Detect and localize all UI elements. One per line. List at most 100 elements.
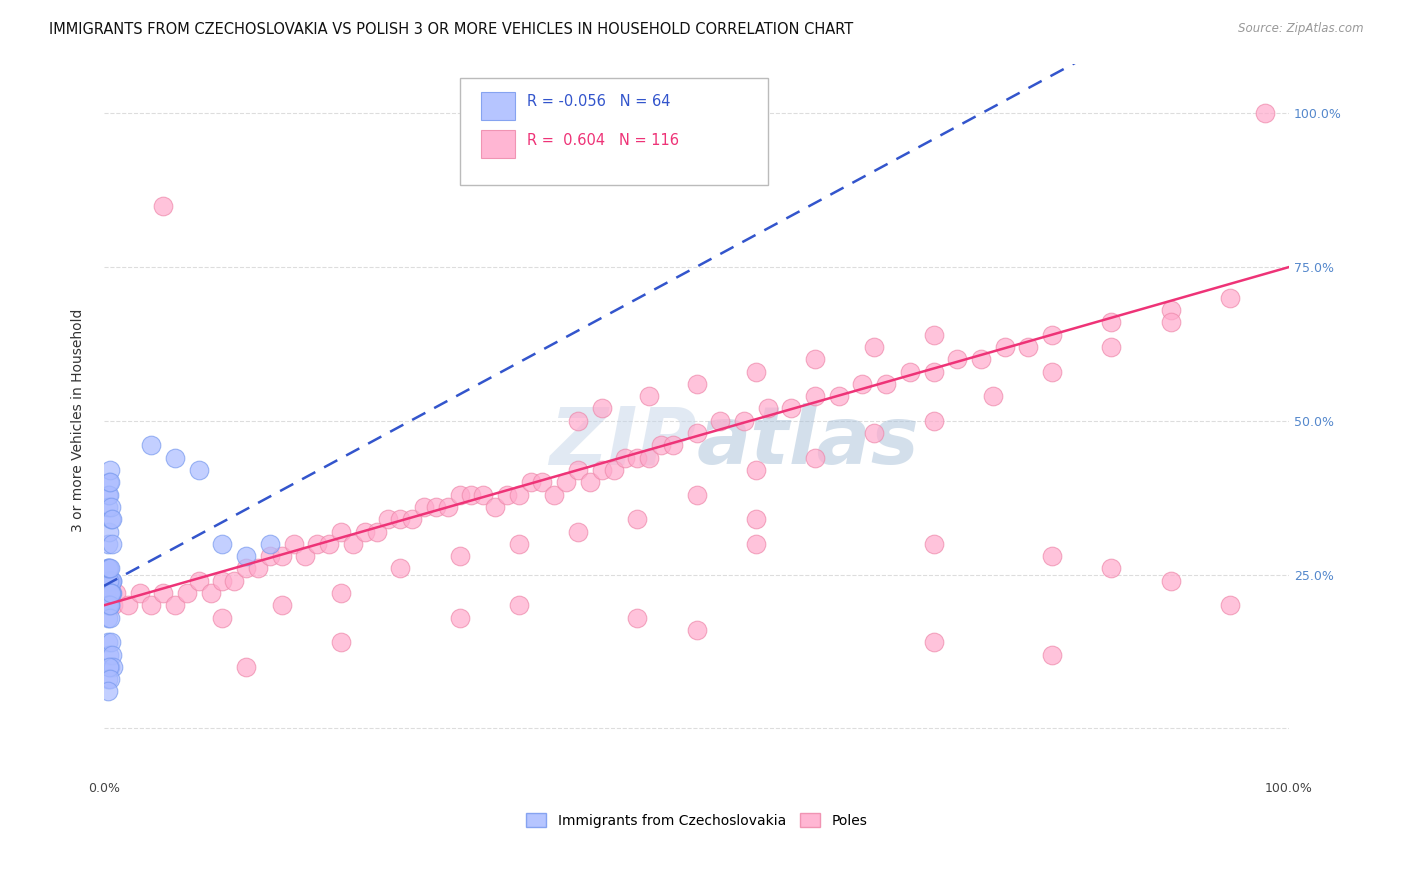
Point [307, 537, 329, 551]
Point [96, 586, 118, 600]
Point [97, 574, 120, 588]
Point [97, 561, 120, 575]
Point [330, 635, 353, 649]
Point [449, 610, 471, 624]
Point [401, 512, 423, 526]
Point [1040, 327, 1063, 342]
Point [103, 599, 125, 613]
Point [104, 586, 127, 600]
Point [96, 574, 118, 588]
Point [922, 635, 945, 649]
Point [96, 684, 118, 698]
Point [165, 599, 187, 613]
Point [922, 327, 945, 342]
FancyBboxPatch shape [481, 129, 515, 158]
Point [98, 586, 121, 600]
Point [638, 450, 661, 465]
Point [318, 537, 340, 551]
Point [449, 549, 471, 563]
Text: R =  0.604   N = 116: R = 0.604 N = 116 [527, 133, 679, 148]
Point [100, 586, 122, 600]
Point [484, 500, 506, 514]
Point [1017, 340, 1039, 354]
Point [97, 574, 120, 588]
Point [567, 463, 589, 477]
Point [745, 512, 768, 526]
Text: ZIP: ZIP [550, 403, 696, 481]
Point [97, 648, 120, 662]
Point [851, 376, 873, 391]
Point [97, 524, 120, 539]
Point [413, 500, 436, 514]
Point [98, 574, 121, 588]
Point [235, 561, 257, 575]
Point [96, 635, 118, 649]
Point [1040, 365, 1063, 379]
Point [1254, 106, 1277, 120]
Point [472, 487, 495, 501]
Point [579, 475, 602, 490]
Point [101, 648, 124, 662]
Point [152, 586, 174, 600]
Point [1099, 315, 1122, 329]
Point [863, 426, 886, 441]
Point [626, 512, 648, 526]
Point [187, 574, 209, 588]
Point [1040, 549, 1063, 563]
Point [366, 524, 388, 539]
Point [531, 475, 554, 490]
Point [1219, 599, 1241, 613]
Point [96, 586, 118, 600]
Point [614, 450, 637, 465]
Point [100, 574, 122, 588]
Point [756, 401, 779, 416]
Point [117, 599, 139, 613]
Legend: Immigrants from Czechoslovakia, Poles: Immigrants from Czechoslovakia, Poles [519, 806, 875, 835]
Point [224, 574, 246, 588]
Text: atlas: atlas [696, 403, 920, 481]
Point [101, 512, 124, 526]
Point [330, 586, 353, 600]
Point [1160, 315, 1182, 329]
Point [98, 599, 121, 613]
Point [685, 487, 707, 501]
Text: Source: ZipAtlas.com: Source: ZipAtlas.com [1239, 22, 1364, 36]
Point [733, 414, 755, 428]
Point [270, 599, 292, 613]
Point [101, 537, 124, 551]
Point [425, 500, 447, 514]
Point [662, 438, 685, 452]
Point [922, 365, 945, 379]
Text: IMMIGRANTS FROM CZECHOSLOVAKIA VS POLISH 3 OR MORE VEHICLES IN HOUSEHOLD CORRELA: IMMIGRANTS FROM CZECHOSLOVAKIA VS POLISH… [49, 22, 853, 37]
Point [100, 586, 122, 600]
Text: R = -0.056   N = 64: R = -0.056 N = 64 [527, 95, 671, 110]
Point [211, 610, 233, 624]
Point [141, 599, 163, 613]
Point [496, 487, 519, 501]
Point [508, 537, 530, 551]
Point [96, 574, 118, 588]
Point [804, 352, 827, 367]
Point [96, 672, 118, 686]
Point [96, 586, 118, 600]
Point [353, 524, 375, 539]
Point [436, 500, 458, 514]
Point [780, 401, 803, 416]
Point [875, 376, 897, 391]
Point [685, 623, 707, 637]
Point [96, 561, 118, 575]
Point [591, 401, 613, 416]
Point [103, 660, 125, 674]
Point [508, 487, 530, 501]
Point [377, 512, 399, 526]
Point [1219, 291, 1241, 305]
Point [1099, 561, 1122, 575]
Point [97, 586, 120, 600]
Point [100, 586, 122, 600]
Point [828, 389, 851, 403]
Point [626, 450, 648, 465]
Point [100, 635, 122, 649]
Point [97, 487, 120, 501]
Point [141, 438, 163, 452]
Point [100, 500, 122, 514]
